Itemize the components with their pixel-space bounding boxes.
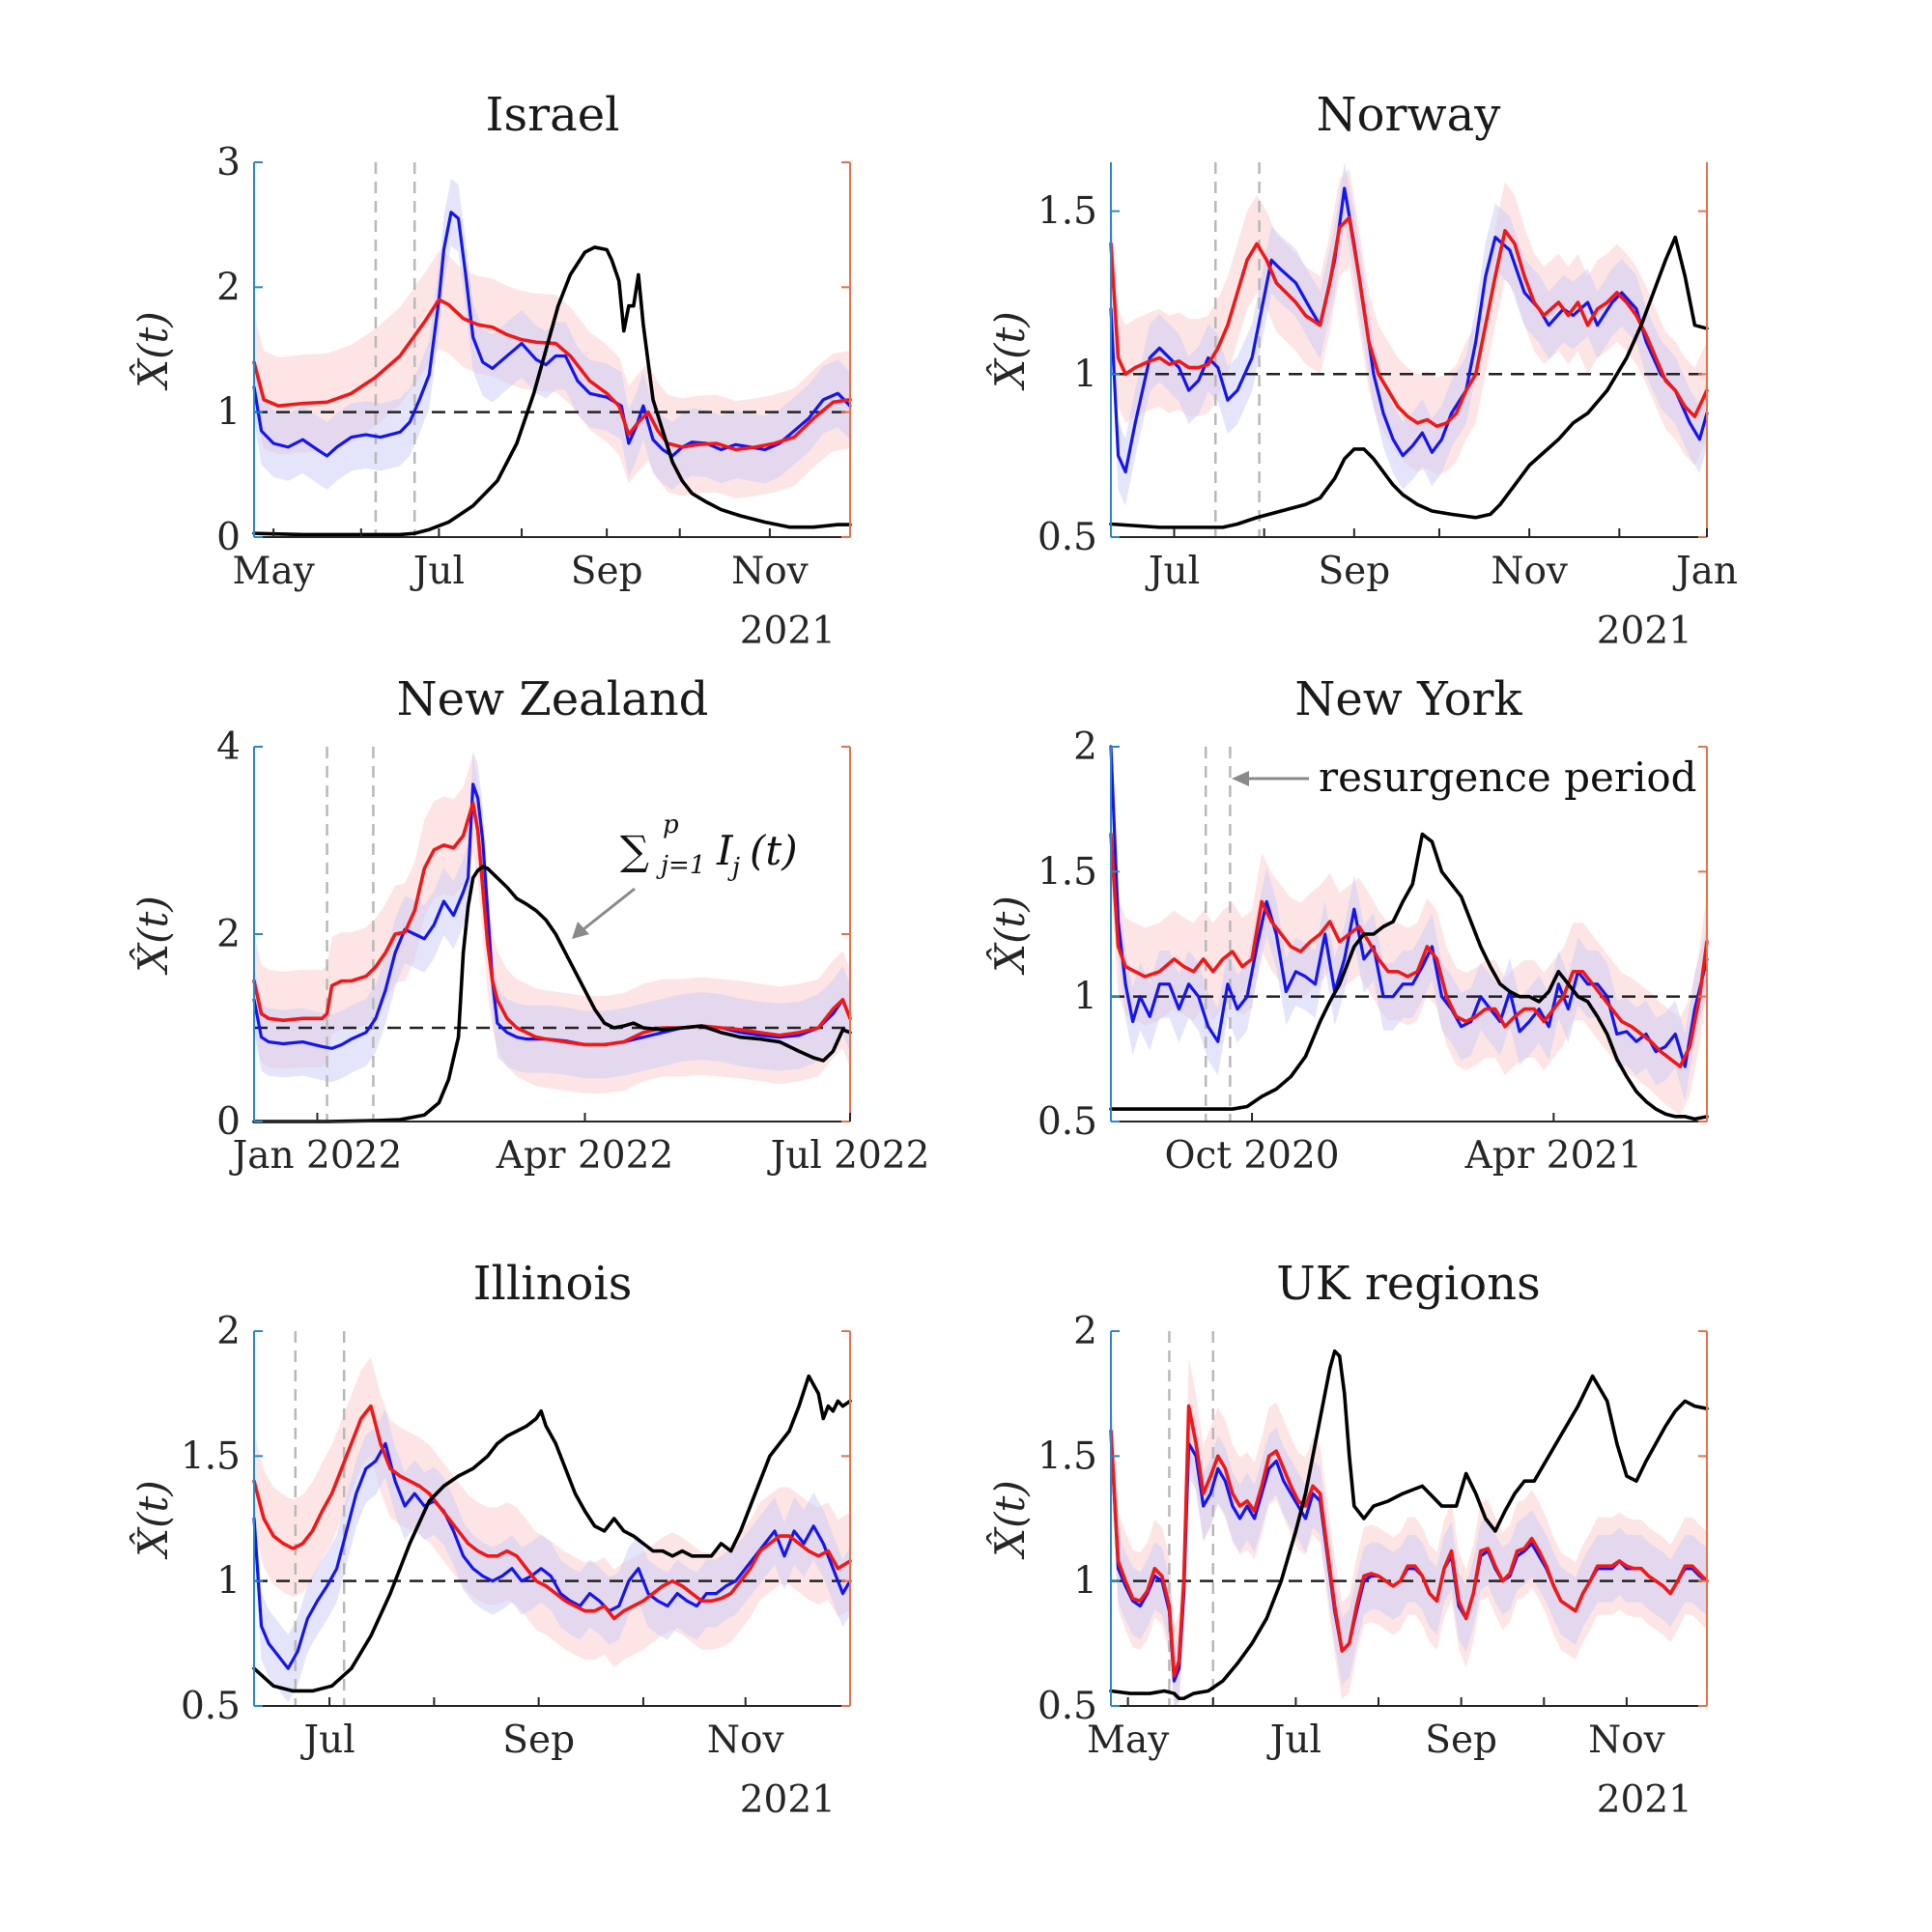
x-tick-label: Jan xyxy=(1672,550,1738,593)
y-tick-label: 0.5 xyxy=(1037,1100,1097,1144)
series-line-cases xyxy=(252,1374,852,1693)
x-tick-label: Jul xyxy=(1145,550,1200,593)
series-line-blue-estimate xyxy=(252,211,852,458)
y-tick-label: 2 xyxy=(216,1310,241,1353)
series-line-red-estimate xyxy=(252,1404,852,1621)
x-tick-label: Nov xyxy=(731,550,809,593)
x-tick-label: Sep xyxy=(1318,550,1390,593)
y-tick-label: 0 xyxy=(216,516,241,559)
x-year-label: 2021 xyxy=(1597,610,1692,653)
x-tick-label: Sep xyxy=(1425,1719,1497,1762)
series-line-blue-estimate xyxy=(1109,745,1709,1068)
panel-new-zealand: New Zealand 0 2 4 Jan 2022 Apr 2022 Jul 2022 X… xyxy=(128,672,929,1178)
y-axis-label: X̂(t) xyxy=(984,895,1034,976)
panel-title: Israel xyxy=(486,88,620,142)
cases-sum-annotation: ∑ p j=1 I j (t) xyxy=(572,810,798,939)
x-tick-label: Nov xyxy=(1588,1719,1665,1762)
series-line-red-estimate xyxy=(1109,215,1709,429)
y-tick-label: 1 xyxy=(216,391,241,435)
resurgence-period-annotation: resurgence period xyxy=(1232,753,1697,801)
panel-uk-regions: UK regions 0.5 1 1.5 2 May Jul Sep Nov 2021 X̂(t) xyxy=(984,1257,1709,1822)
x-tick-label: Apr 2021 xyxy=(1464,1134,1642,1178)
panel-title: Norway xyxy=(1317,88,1501,142)
x-tick-label: Jul xyxy=(1266,1719,1321,1762)
y-tick-label: 1 xyxy=(1073,976,1097,1019)
y-tick-label: 1.5 xyxy=(1037,190,1097,234)
y-axis-label: X̂(t) xyxy=(128,895,177,976)
y-tick-label: 1.5 xyxy=(181,1435,241,1478)
y-tick-label: 1.5 xyxy=(1037,850,1097,894)
panel-illinois: Illinois 0.5 1 1.5 2 Jul Sep Nov 2021 X̂(t) xyxy=(128,1257,852,1822)
series-line-red-estimate xyxy=(252,298,852,452)
y-tick-label: 3 xyxy=(216,141,241,185)
series-line-blue-estimate xyxy=(1109,186,1709,474)
x-tick-label: Jul xyxy=(410,550,465,593)
uncertainty-band-blue xyxy=(1111,747,1707,1101)
x-tick-label: May xyxy=(1087,1719,1169,1762)
x-tick-label: Nov xyxy=(707,1719,784,1762)
y-tick-label: 4 xyxy=(216,725,241,769)
series-line-cases xyxy=(1109,832,1709,1122)
annotation-arrow-shaft xyxy=(582,887,636,931)
panel-title: New Zealand xyxy=(397,672,709,726)
annotation-sum-sup: p xyxy=(663,810,679,839)
y-tick-label: 0 xyxy=(216,1100,241,1144)
y-tick-label: 0.5 xyxy=(1037,1685,1097,1728)
series-line-cases xyxy=(1109,235,1709,529)
series-line-cases xyxy=(1109,1349,1709,1701)
y-tick-label: 2 xyxy=(1073,1310,1097,1353)
y-axis-label: X̂(t) xyxy=(128,311,177,391)
annotation-sum-tail: (t) xyxy=(750,827,798,874)
y-tick-label: 0.5 xyxy=(181,1685,241,1728)
panel-norway: Norway 0.5 1 1.5 Jul Sep Nov Jan 2021 X̂(t) xyxy=(984,88,1738,653)
x-year-label: 2021 xyxy=(740,610,836,653)
x-tick-label: Nov xyxy=(1491,550,1568,593)
panel-new-york: New York 0.5 1 1.5 2 Oct 2020 Apr 2021 X̂(t) xyxy=(984,672,1709,1178)
series-line-red-estimate xyxy=(1109,1404,1709,1678)
y-tick-label: 0.5 xyxy=(1037,516,1097,559)
y-axis-label: X̂(t) xyxy=(128,1480,177,1560)
panel-title: UK regions xyxy=(1276,1257,1540,1311)
uncertainty-band-blue xyxy=(254,1409,850,1703)
series-line-cases xyxy=(252,865,852,1123)
panel-title: Illinois xyxy=(473,1257,633,1311)
x-year-label: 2021 xyxy=(1597,1778,1692,1822)
panel-israel: Israel 0 1 2 3 May Jul Sep Nov 2021 X̂(t) xyxy=(128,88,852,653)
x-tick-label: Apr 2022 xyxy=(496,1134,673,1178)
y-tick-label: 2 xyxy=(216,266,241,309)
annotation-resurgence-text: resurgence period xyxy=(1319,753,1697,801)
y-tick-label: 2 xyxy=(1073,725,1097,769)
y-tick-label: 1 xyxy=(1073,353,1097,396)
annotation-sum-body: I xyxy=(716,827,734,874)
x-tick-label: Sep xyxy=(571,550,643,593)
series-line-red-estimate xyxy=(1109,832,1709,1068)
y-tick-label: 2 xyxy=(216,913,241,956)
annotation-arrowhead xyxy=(1232,771,1249,786)
series-line-cases xyxy=(252,245,852,537)
annotation-arrowhead xyxy=(572,922,589,939)
x-tick-label: Sep xyxy=(502,1719,575,1762)
uncertainty-band-blue xyxy=(254,750,850,1083)
x-year-label: 2021 xyxy=(740,1778,836,1822)
x-tick-label: Jul 2022 xyxy=(767,1134,930,1178)
annotation-sum-symbol: ∑ xyxy=(620,827,649,874)
y-tick-label: 1.5 xyxy=(1037,1435,1097,1478)
x-tick-label: Oct 2020 xyxy=(1164,1134,1339,1178)
y-tick-label: 1 xyxy=(216,1560,241,1604)
series-line-red-estimate xyxy=(252,801,852,1047)
x-tick-label: May xyxy=(233,550,315,593)
panel-title: New York xyxy=(1294,672,1522,726)
y-tick-label: 1 xyxy=(1073,1560,1097,1604)
y-axis-label: X̂(t) xyxy=(984,311,1034,391)
x-tick-label: Jul xyxy=(299,1719,355,1762)
annotation-sum-sub: j=1 xyxy=(656,851,705,880)
uncertainty-band-blue xyxy=(1111,162,1707,506)
x-tick-label: Jan 2022 xyxy=(229,1134,403,1178)
series-line-blue-estimate xyxy=(252,1441,852,1670)
y-axis-label: X̂(t) xyxy=(984,1480,1034,1560)
uncertainty-band-blue xyxy=(1111,1397,1707,1706)
